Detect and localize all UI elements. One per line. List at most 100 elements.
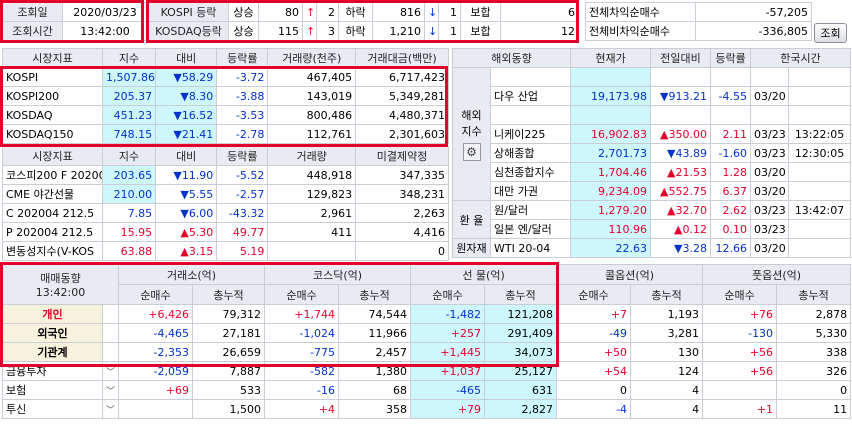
market-header-4: 거래량(천주) — [267, 48, 357, 68]
market-rate: -3.53 — [216, 105, 269, 125]
investor-row[interactable]: 금융투자 ﹀ -2,059 7,887 -582 1,380 +1,037 25,127 +54… — [2, 361, 852, 381]
overseas-time: 13:42:07 — [788, 200, 852, 220]
time-value[interactable]: 13:42:00 — [62, 21, 148, 41]
deriv-row[interactable]: 코스피200 F 202006 203.65 ▼11.90 -5.52 448,918 3… — [1, 165, 449, 185]
overseas-row[interactable]: 니케이225 16,902.83 ▲350.00 2.11 03/23 13:22:05 — [453, 124, 852, 144]
deriv-rate: -43.32 — [216, 203, 269, 223]
market-row[interactable]: KOSDAQ150 748.15 ▼21.41 -2.78 112,761 2,301,6… — [1, 124, 449, 144]
dropdown-icon — [102, 342, 119, 362]
overseas-name — [489, 67, 572, 87]
investor-total-value: 338 — [776, 342, 852, 362]
overseas-price — [570, 105, 652, 125]
investor-total-value: 631 — [484, 380, 558, 400]
overseas-rate: -4.55 — [710, 86, 752, 106]
trade-sub-net: 순매수 — [264, 284, 340, 305]
trade-group-header: 풋옵션(억) — [702, 264, 852, 285]
investor-net-value: +56 — [702, 361, 778, 381]
overseas-diff-value: 43.89 — [675, 146, 708, 160]
refresh-button[interactable]: 조회 — [814, 23, 847, 43]
ad-down-count: 816 — [372, 2, 425, 22]
market-row[interactable]: KOSPI 1,507.86 ▼58.29 -3.72 467,405 6,717,423 — [1, 67, 449, 87]
market-diff-value: 8.30 — [188, 89, 214, 103]
overseas-rate: 6.37 — [710, 181, 752, 201]
overseas-date: 03/23 — [750, 200, 790, 220]
investor-total-value: 3,281 — [630, 323, 704, 343]
date-value[interactable]: 2020/03/23 — [62, 2, 148, 22]
deriv-row[interactable]: C 202004 212.5 7.85 ▼6.00 -43.32 2,961 2,263 — [1, 203, 449, 223]
deriv-diff: ▲5.30 — [155, 222, 218, 242]
trade-sub-total: 총누적 — [338, 284, 412, 305]
market-volume: 112,761 — [267, 124, 357, 144]
investor-net-value: +79 — [410, 399, 486, 419]
overseas-time — [788, 181, 852, 201]
market-row[interactable]: KOSDAQ 451.23 ▼16.52 -3.53 800,486 4,480,371 — [1, 105, 449, 125]
investor-total-value: 1,193 — [630, 304, 704, 324]
investor-net-value: -2,353 — [118, 342, 193, 362]
overseas-diff-value: 552.75 — [668, 184, 708, 198]
overseas-diff-value: 21.53 — [675, 165, 708, 179]
market-volume: 143,019 — [267, 86, 357, 106]
deriv-volume: 2,961 — [267, 203, 357, 223]
overseas-price — [570, 67, 652, 87]
deriv-index: 7.85 — [102, 203, 157, 223]
deriv-diff-value: 3.15 — [188, 244, 214, 258]
investor-row[interactable]: 보험 ﹀ +69 533 -16 68 -465 631 0 4 0 — [2, 380, 852, 400]
investor-total-value: 1,380 — [338, 361, 412, 381]
market-diff: ▼8.30 — [155, 86, 218, 106]
ad-down-count: 1,210 — [372, 21, 425, 41]
deriv-diff: ▲3.15 — [155, 241, 218, 261]
overseas-row[interactable]: 상해종합 2,701.73 ▼43.89 -1.60 03/23 12:30:05 — [453, 143, 852, 163]
investor-net-value: -4 — [556, 399, 632, 419]
investor-net-value: -49 — [556, 323, 632, 343]
trade-sub-total: 총누적 — [191, 284, 266, 305]
overseas-row[interactable] — [453, 105, 852, 125]
overseas-row[interactable]: 원자재 WTI 20-04 22.63 ▼3.28 12.66 03/20 — [452, 238, 852, 258]
gear-icon[interactable]: ⚙ — [462, 143, 481, 161]
dropdown-icon[interactable]: ﹀ — [102, 380, 119, 400]
down-triangle-icon: ▼ — [173, 168, 182, 182]
investor-net-value: -775 — [264, 342, 340, 362]
overseas-row[interactable]: 다우 산업 19,173.98 ▼913.21 -4.55 03/20 — [453, 86, 852, 106]
investor-row[interactable]: 기관계 -2,353 26,659 -775 2,457 +1,445 34,073 +50 1… — [2, 342, 852, 362]
deriv-row[interactable]: 변동성지수(V-KOS 63.88 ▲3.15 5.19 0 — [1, 241, 449, 261]
deriv-row[interactable]: P 202004 212.5 15.95 ▲5.30 49.77 411 4,416 — [1, 222, 449, 242]
ad-down-label: 하락 — [338, 2, 373, 22]
overseas-row[interactable]: 환 율 원/달러 1,279.20 ▲32.70 2.62 03/23 13:42:07 — [452, 200, 852, 239]
dropdown-icon[interactable]: ﹀ — [102, 399, 119, 419]
overseas-name — [489, 105, 572, 125]
investor-net-value: +50 — [556, 342, 632, 362]
market-index: 1,507.86 — [102, 67, 157, 87]
investor-net-value: +1,744 — [264, 304, 340, 324]
investor-row[interactable]: 투신 ﹀ 1,500 +4 358 +79 2,827 -4 4 +1 11 — [2, 399, 852, 419]
market-row[interactable]: KOSPI200 205.37 ▼8.30 -3.88 143,019 5,349,281 — [1, 86, 449, 106]
trade-title-cell: 매매동향 13:42:00 — [2, 264, 119, 305]
investor-total-value: 4 — [630, 380, 704, 400]
trade-group-header: 거래소(억) — [117, 264, 266, 285]
overseas-row[interactable]: 일본 엔/달러 110.96 ▲0.12 0.10 03/23 — [453, 219, 852, 239]
ad-down-limit: 1 — [438, 2, 461, 22]
overseas-header-rate: 등락률 — [710, 48, 752, 68]
overseas-row[interactable]: 대만 가권 9,234.09 ▲552.75 6.37 03/20 — [453, 181, 852, 201]
investor-net-value — [118, 399, 193, 419]
investor-row[interactable]: 개인 +6,426 79,312 +1,744 74,544 -1,482 121,208 +… — [2, 304, 852, 324]
investor-total-value: 25,127 — [484, 361, 558, 381]
trade-sub-total: 총누적 — [630, 284, 704, 305]
investor-total-value: 11 — [776, 399, 852, 419]
deriv-diff-value: 5.30 — [188, 225, 214, 239]
investor-net-value: -2,059 — [118, 361, 193, 381]
investor-net-value: -1,482 — [410, 304, 486, 324]
overseas-diff: ▲32.70 — [650, 200, 712, 220]
down-triangle-icon: ▼ — [173, 127, 182, 141]
overseas-price: 1,704.46 — [570, 162, 652, 182]
investor-net-value: -1,024 — [264, 323, 340, 343]
overseas-row[interactable]: 해외 지수 ⚙ — [452, 67, 852, 201]
overseas-row[interactable]: 심천종합지수 1,704.46 ▲21.53 1.28 03/20 — [453, 162, 852, 182]
deriv-oi: 4,416 — [355, 222, 449, 242]
up-triangle-icon: ▲ — [660, 184, 669, 198]
deriv-row[interactable]: CME 야간선물 210.00 ▼5.55 -2.57 129,823 348,231 — [1, 184, 449, 204]
market-diff-value: 16.52 — [181, 108, 214, 122]
investor-row[interactable]: 외국인 -4,465 27,181 -1,024 11,966 +257 291,409 -4… — [2, 323, 852, 343]
ad-up-count: 115 — [258, 21, 303, 41]
dropdown-icon[interactable]: ﹀ — [102, 361, 119, 381]
overseas-time — [788, 219, 852, 239]
